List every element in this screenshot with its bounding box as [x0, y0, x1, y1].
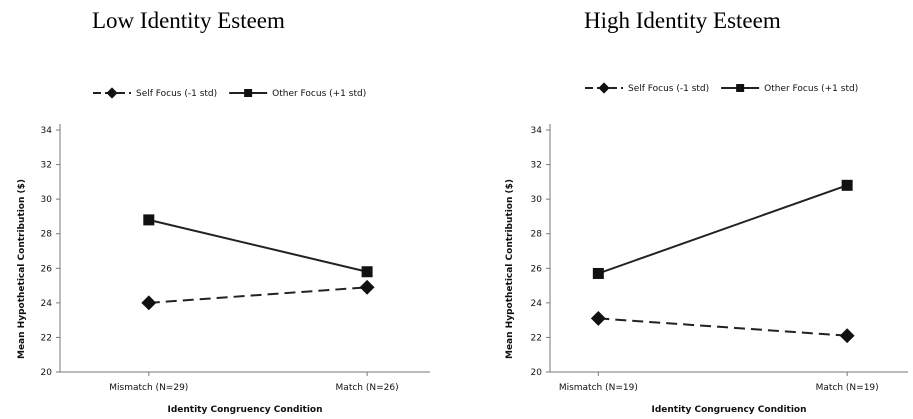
data-point-self-focus-1-std: [590, 310, 606, 326]
data-point-other-focus-1-std: [841, 179, 853, 191]
y-tick-label: 24: [531, 299, 543, 309]
y-tick-label: 32: [41, 161, 52, 171]
chart-title: High Identity Esteem: [584, 8, 781, 33]
legend-marker: [598, 82, 610, 94]
y-tick-label: 30: [531, 195, 543, 205]
y-tick-label: 28: [531, 230, 543, 240]
data-point-self-focus-1-std: [839, 328, 855, 344]
y-axis-title: Mean Hypothetical Contribution ($): [505, 179, 515, 359]
data-point-self-focus-1-std: [141, 295, 157, 311]
chart-panel-low: Low Identity Esteem 20 22 24 26 28 30 32 34 Mism…: [0, 0, 440, 419]
y-tick-label: 28: [41, 230, 53, 240]
y-tick-label: 20: [41, 368, 53, 378]
y-tick-label: 26: [41, 264, 53, 274]
series-line-other-focus-1-std: [597, 184, 848, 275]
x-tick-label: Match (N=26): [336, 383, 399, 393]
legend-label: Other Focus (+1 std): [764, 84, 858, 94]
y-tick-label: 24: [41, 299, 53, 309]
chart-title: Low Identity Esteem: [92, 8, 285, 33]
legend-label: Self Focus (-1 std): [136, 89, 217, 99]
y-axis-title: Mean Hypothetical Contribution ($): [17, 179, 27, 359]
legend-marker: [106, 87, 118, 99]
legend-marker: [736, 84, 745, 92]
series-line-self-focus-1-std: [148, 286, 368, 304]
y-tick-label: 32: [531, 161, 542, 171]
x-tick-label: Mismatch (N=19): [559, 383, 638, 393]
y-tick-label: 34: [531, 126, 543, 136]
data-point-other-focus-1-std: [592, 267, 604, 279]
data-point-other-focus-1-std: [143, 214, 155, 226]
x-tick-label: Match (N=19): [816, 383, 879, 393]
y-tick-label: 30: [41, 195, 53, 205]
line-chart-low-esteem: 20 22 24 26 28 30 32 34 Mismatch (N=29) Match (N=…: [17, 87, 430, 415]
line-chart-high-esteem: 20 22 24 26 28 30 32 34 Mismatch (N=19) Match (N=…: [505, 82, 908, 415]
y-tick-label: 22: [531, 333, 542, 343]
series-line-self-focus-1-std: [598, 317, 848, 337]
chart-panel-high: High Identity Esteem 20 22 24 26 28 30 32 34 Mis…: [460, 0, 913, 419]
data-point-other-focus-1-std: [361, 266, 373, 278]
y-tick-label: 22: [41, 333, 52, 343]
legend-label: Other Focus (+1 std): [272, 89, 366, 99]
x-tick-label: Mismatch (N=29): [109, 383, 188, 393]
series-line-other-focus-1-std: [148, 218, 368, 273]
data-point-self-focus-1-std: [359, 279, 375, 295]
x-axis-title: Identity Congruency Condition: [167, 405, 322, 415]
y-tick-label: 34: [41, 126, 53, 136]
y-tick-label: 20: [531, 368, 543, 378]
y-tick-label: 26: [531, 264, 543, 274]
x-axis-title: Identity Congruency Condition: [651, 405, 806, 415]
legend-label: Self Focus (-1 std): [628, 84, 709, 94]
legend-marker: [244, 89, 253, 97]
